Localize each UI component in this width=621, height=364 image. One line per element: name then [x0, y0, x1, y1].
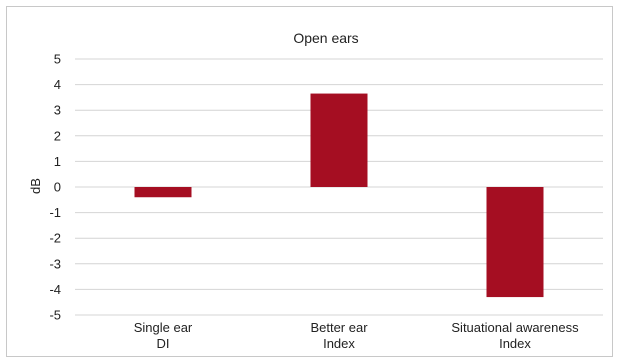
- x-category-label: Index: [323, 336, 355, 351]
- x-category-label: Better ear: [310, 320, 368, 335]
- y-tick-label: -2: [49, 231, 61, 246]
- y-tick-label: 4: [54, 77, 61, 92]
- y-tick-label: 1: [54, 154, 61, 169]
- y-tick-label: 5: [54, 52, 61, 67]
- chart-title: Open ears: [293, 30, 358, 46]
- y-axis-label: dB: [28, 178, 43, 194]
- y-tick-label: -4: [49, 282, 61, 297]
- y-tick-label: 0: [54, 180, 61, 195]
- y-tick-label: 3: [54, 103, 61, 118]
- bar: [134, 187, 192, 198]
- x-category-label: Situational awareness: [451, 320, 579, 335]
- chart-frame: [6, 6, 613, 357]
- bar: [310, 93, 368, 187]
- bar: [486, 187, 544, 298]
- y-tick-label: -5: [49, 308, 61, 323]
- x-category-label: Index: [499, 336, 531, 351]
- y-tick-label: 2: [54, 128, 61, 143]
- y-tick-label: -3: [49, 256, 61, 271]
- x-category-label: DI: [157, 336, 170, 351]
- bars: [134, 93, 544, 298]
- y-tick-label: -1: [49, 205, 61, 220]
- y-tick-labels: 5 4 3 2 1 0 -1 -2 -3 -4 -5: [49, 52, 61, 323]
- x-category-label: Single ear: [134, 320, 193, 335]
